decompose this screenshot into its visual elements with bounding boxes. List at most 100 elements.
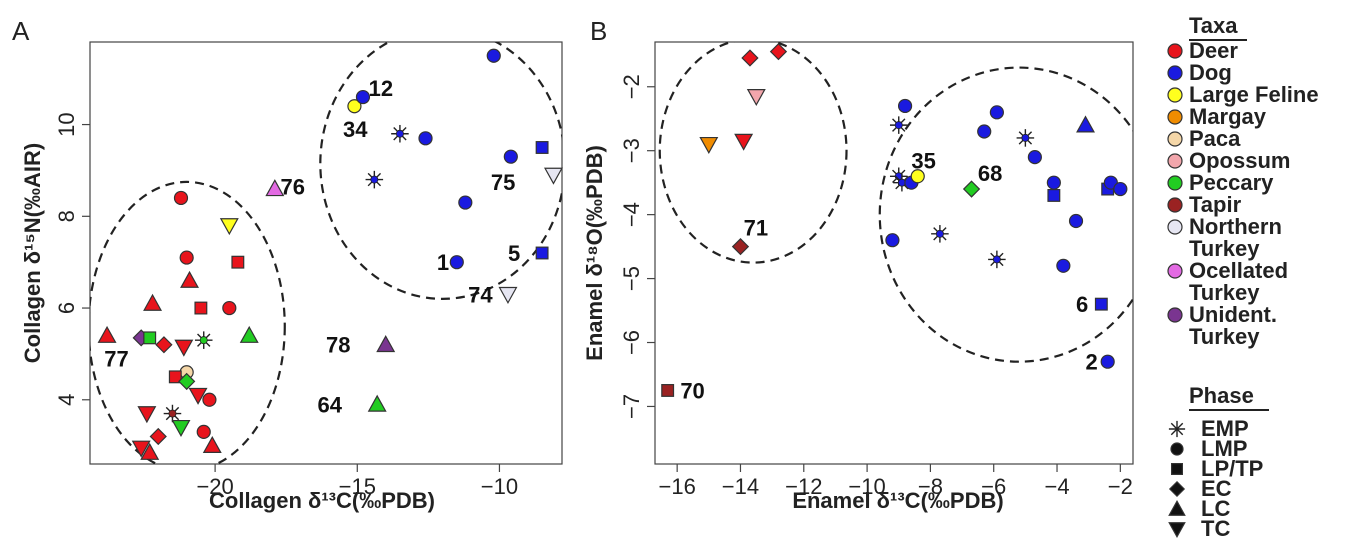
data-point <box>988 250 1006 269</box>
legend-swatch <box>1167 307 1183 323</box>
x-tick-label: −8 <box>918 474 943 499</box>
x-tick-label: −14 <box>722 474 759 499</box>
data-point <box>367 394 387 412</box>
data-point <box>376 335 396 353</box>
data-point <box>1076 115 1095 133</box>
legend-taxon-label: Margay <box>1189 104 1267 129</box>
data-point <box>1027 149 1042 165</box>
data-point <box>1016 129 1035 147</box>
data-point <box>731 237 750 256</box>
legend-phase-label: EMP <box>1201 416 1249 441</box>
data-point <box>149 427 167 446</box>
data-point <box>174 339 194 357</box>
data-point <box>535 141 549 154</box>
point-annotation: 77 <box>104 347 128 372</box>
data-point <box>746 88 766 107</box>
legend-phase-label: LP/TP <box>1201 456 1263 481</box>
y-axis-label: Enamel δ¹⁸O(‰PDB) <box>582 145 607 361</box>
legend-taxon-label: Opossum <box>1189 148 1290 173</box>
point-annotation: 78 <box>326 333 350 358</box>
legend-phase-symbol <box>1168 522 1186 539</box>
panel-b: B −16 −14 −12 −10 −8 −6 −4 −2 −2 −3 −4 −5 −6 −7 Enamel … <box>582 16 1134 513</box>
data-point <box>173 190 189 206</box>
legend-swatch <box>1167 153 1183 169</box>
legend-taxa-title: Taxa <box>1189 13 1238 38</box>
data-point <box>202 435 222 454</box>
data-point <box>1047 189 1061 202</box>
y-tick-label: −7 <box>619 394 644 419</box>
data-point <box>143 331 157 345</box>
data-point <box>889 116 908 134</box>
x-tick-label: −2 <box>1108 474 1133 499</box>
cluster-ellipse <box>90 180 286 464</box>
y-axis-label: Collagen δ¹⁵N(‰AIR) <box>20 143 45 363</box>
x-tick-label: −10 <box>848 474 885 499</box>
legend-phase-title: Phase <box>1189 383 1254 408</box>
legend-taxon-label: Dog <box>1189 60 1232 85</box>
x-tick-label: −6 <box>981 474 1006 499</box>
y-tick-label: 8 <box>54 210 79 222</box>
legend-taxon-label: Ocellated <box>1189 258 1288 283</box>
point-annotation: 35 <box>911 148 935 173</box>
point-annotation: 6 <box>1076 292 1088 317</box>
panel-a: A −20 −15 −10 4 6 8 10 Collagen δ¹³C(‰PDB) Collag… <box>12 16 563 513</box>
legend-phase-label: TC <box>1201 516 1230 541</box>
x-tick-label: −10 <box>481 474 518 499</box>
data-point <box>962 180 981 198</box>
cluster-ellipse <box>658 42 848 264</box>
data-point <box>699 136 719 154</box>
legend-swatch <box>1167 87 1183 103</box>
data-point <box>910 169 925 184</box>
data-point <box>741 49 759 67</box>
legend-swatch <box>1167 65 1183 81</box>
data-point <box>239 325 259 343</box>
data-point <box>503 149 518 164</box>
legend-swatch <box>1167 43 1183 59</box>
legend-phase-symbol <box>1170 463 1183 476</box>
x-tick-label: −15 <box>339 474 376 499</box>
data-point <box>265 179 285 197</box>
data-point <box>355 89 371 105</box>
point-annotation: 5 <box>508 241 520 266</box>
y-tick-label: 6 <box>54 302 79 314</box>
data-point <box>178 372 196 391</box>
legend-swatch <box>1167 109 1183 125</box>
point-annotation: 68 <box>978 161 1002 186</box>
point-annotation: 2 <box>1086 350 1098 375</box>
legend-phase-symbol <box>1168 499 1186 516</box>
x-tick-label: −4 <box>1044 474 1069 499</box>
y-tick-label: −5 <box>619 266 644 291</box>
data-point <box>231 255 245 269</box>
data-point <box>544 167 563 185</box>
data-point <box>155 336 173 354</box>
data-point <box>734 133 754 151</box>
data-point <box>449 255 464 270</box>
legend-swatch <box>1167 175 1183 191</box>
legend-phase-label: EC <box>1201 476 1232 501</box>
data-point <box>486 48 501 63</box>
legend-phase-symbol <box>1168 480 1186 498</box>
legend-taxon-label: Northern <box>1189 214 1282 239</box>
x-tick-label: −12 <box>785 474 822 499</box>
cluster-ellipse <box>319 42 562 300</box>
data-point <box>498 286 518 304</box>
data-point <box>365 170 384 189</box>
point-annotation: 74 <box>468 282 493 307</box>
data-point <box>202 392 217 407</box>
data-point <box>219 218 239 236</box>
legend-taxon-label: Large Feline <box>1189 82 1319 107</box>
data-point <box>194 331 213 349</box>
legend-taxon-label: Peccary <box>1189 170 1274 195</box>
y-tick-label: 10 <box>54 112 79 136</box>
data-point <box>989 105 1004 120</box>
data-point <box>131 440 151 458</box>
data-point <box>180 270 199 288</box>
point-annotation: 34 <box>343 117 368 142</box>
x-axis-label: Collagen δ¹³C(‰PDB) <box>209 488 435 513</box>
data-point <box>140 442 160 460</box>
data-point <box>188 387 208 405</box>
legend-swatch <box>1167 131 1183 147</box>
data-point <box>194 301 208 315</box>
legend-taxon-label: Deer <box>1189 38 1238 63</box>
